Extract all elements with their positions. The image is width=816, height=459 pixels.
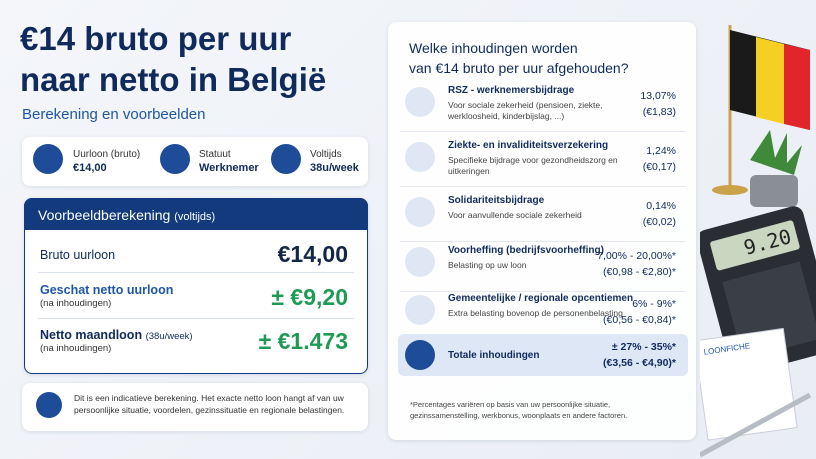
- total-values: ± 27% - 35%* (€3,56 - €4,90)*: [566, 339, 676, 371]
- deduction-values: 6% - 9%* (€0,56 - €0,84)*: [566, 296, 676, 328]
- disclaimer-card: [22, 383, 368, 431]
- example-title: Voorbeeldberekening: [38, 207, 171, 223]
- deduction-amount: (€0,98 - €2,80)*: [603, 266, 676, 278]
- icon: [405, 142, 435, 172]
- row-label-wrap: Netto maandloon (38u/week): [40, 328, 193, 342]
- deduction-amount: (€1,83): [642, 106, 676, 118]
- divider: [400, 291, 685, 292]
- title-line: naar netto in België: [20, 61, 327, 98]
- icon: [405, 247, 435, 277]
- row-value: ± €9,20: [271, 284, 348, 310]
- title-line: Welke inhoudingen worden: [409, 40, 578, 56]
- info-label: Uurloon (bruto): [73, 149, 141, 160]
- deduction-amount: (€0,56 - €0,84)*: [603, 314, 676, 326]
- divider: [38, 272, 354, 273]
- deduction-percent: 6% - 9%*: [632, 298, 676, 310]
- total-amount: (€3,56 - €4,90)*: [603, 357, 676, 369]
- row-label-note: (38u/week): [145, 331, 193, 342]
- icon: [405, 295, 435, 325]
- info-label: Statuut: [199, 149, 231, 160]
- deductions-title: Welke inhoudingen worden van €14 bruto p…: [409, 38, 629, 78]
- title: €14 bruto per uur naar netto in België: [20, 18, 326, 100]
- title-line: van €14 bruto per uur afgehouden?: [409, 60, 629, 76]
- deduction-description: Belasting op uw loon: [448, 260, 527, 270]
- row-label: Geschat netto uurloon: [40, 283, 174, 297]
- total-name: Totale inhoudingen: [448, 350, 540, 361]
- total-box: [398, 334, 688, 376]
- row-label: Bruto uurloon: [40, 248, 116, 262]
- deduction-name: RSZ - werknemersbijdrage: [448, 85, 575, 96]
- deduction-name: Ziekte- en invaliditeitsverzekering: [448, 140, 609, 151]
- deduction-amount: (€0,17): [642, 161, 676, 173]
- icon: [160, 144, 190, 174]
- subtitle: Berekening en voorbeelden: [22, 106, 206, 123]
- deduction-name: Gemeentelijke / regionale opcentiemen: [448, 293, 634, 304]
- deduction-values: 13,07% (€1,83): [566, 88, 676, 120]
- row-note: (na inhoudingen): [40, 298, 112, 309]
- example-note: (voltijds): [174, 211, 216, 223]
- row-value: ± €1.473: [258, 328, 348, 354]
- icon: [33, 144, 63, 174]
- example-header: Voorbeeldberekening (voltijds): [24, 198, 368, 230]
- deduction-description: Extra belasting bovenop de personenbelas…: [448, 308, 623, 318]
- row-note: (na inhoudingen): [40, 343, 112, 354]
- total-percent: ± 27% - 35%*: [611, 341, 676, 353]
- deduction-description: Voor aanvullende sociale zekerheid: [448, 210, 582, 220]
- icon: [405, 197, 435, 227]
- title-line: €14 bruto per uur: [20, 20, 292, 57]
- info-value: Werknemer: [199, 162, 259, 174]
- deduction-name: Solidariteitsbijdrage: [448, 195, 545, 206]
- deduction-name: Voorheffing (bedrijfsvoorheffing): [448, 245, 604, 256]
- info-icon: [36, 392, 62, 418]
- divider: [38, 318, 354, 319]
- deduction-percent: 7,00% - 20,00%*: [597, 250, 676, 262]
- row-label: Netto maandloon: [40, 328, 143, 342]
- divider: [400, 186, 685, 187]
- deduction-percent: 1,24%: [646, 145, 676, 157]
- info-value: €14,00: [73, 162, 107, 174]
- deduction-amount: (€0,02): [642, 216, 676, 228]
- decor: 9.20 LOONFICHE: [700, 25, 816, 458]
- info-value: 38u/week: [310, 162, 359, 174]
- deduction-description: Voor sociale zekerheid (pensioen, ziekte…: [448, 100, 603, 121]
- divider: [400, 241, 685, 242]
- deduction-percent: 13,07%: [640, 90, 676, 102]
- deduction-percent: 0,14%: [646, 200, 676, 212]
- deduction-values: 0,14% (€0,02): [566, 198, 676, 230]
- disclaimer: Dit is een indicatieve berekening. Het e…: [74, 393, 345, 415]
- deduction-description: Specifieke bijdrage voor gezondheidszorg…: [448, 155, 618, 176]
- icon: [405, 340, 435, 370]
- deduction-values: 7,00% - 20,00%* (€0,98 - €2,80)*: [566, 248, 676, 280]
- icon: [405, 87, 435, 117]
- icon: [271, 144, 301, 174]
- footnote: *Percentages variëren op basis van uw pe…: [410, 400, 628, 420]
- row-value: €14,00: [277, 241, 348, 267]
- divider: [400, 131, 685, 132]
- info-label: Voltijds: [310, 149, 342, 160]
- deduction-values: 1,24% (€0,17): [566, 143, 676, 175]
- info-card: [22, 137, 368, 186]
